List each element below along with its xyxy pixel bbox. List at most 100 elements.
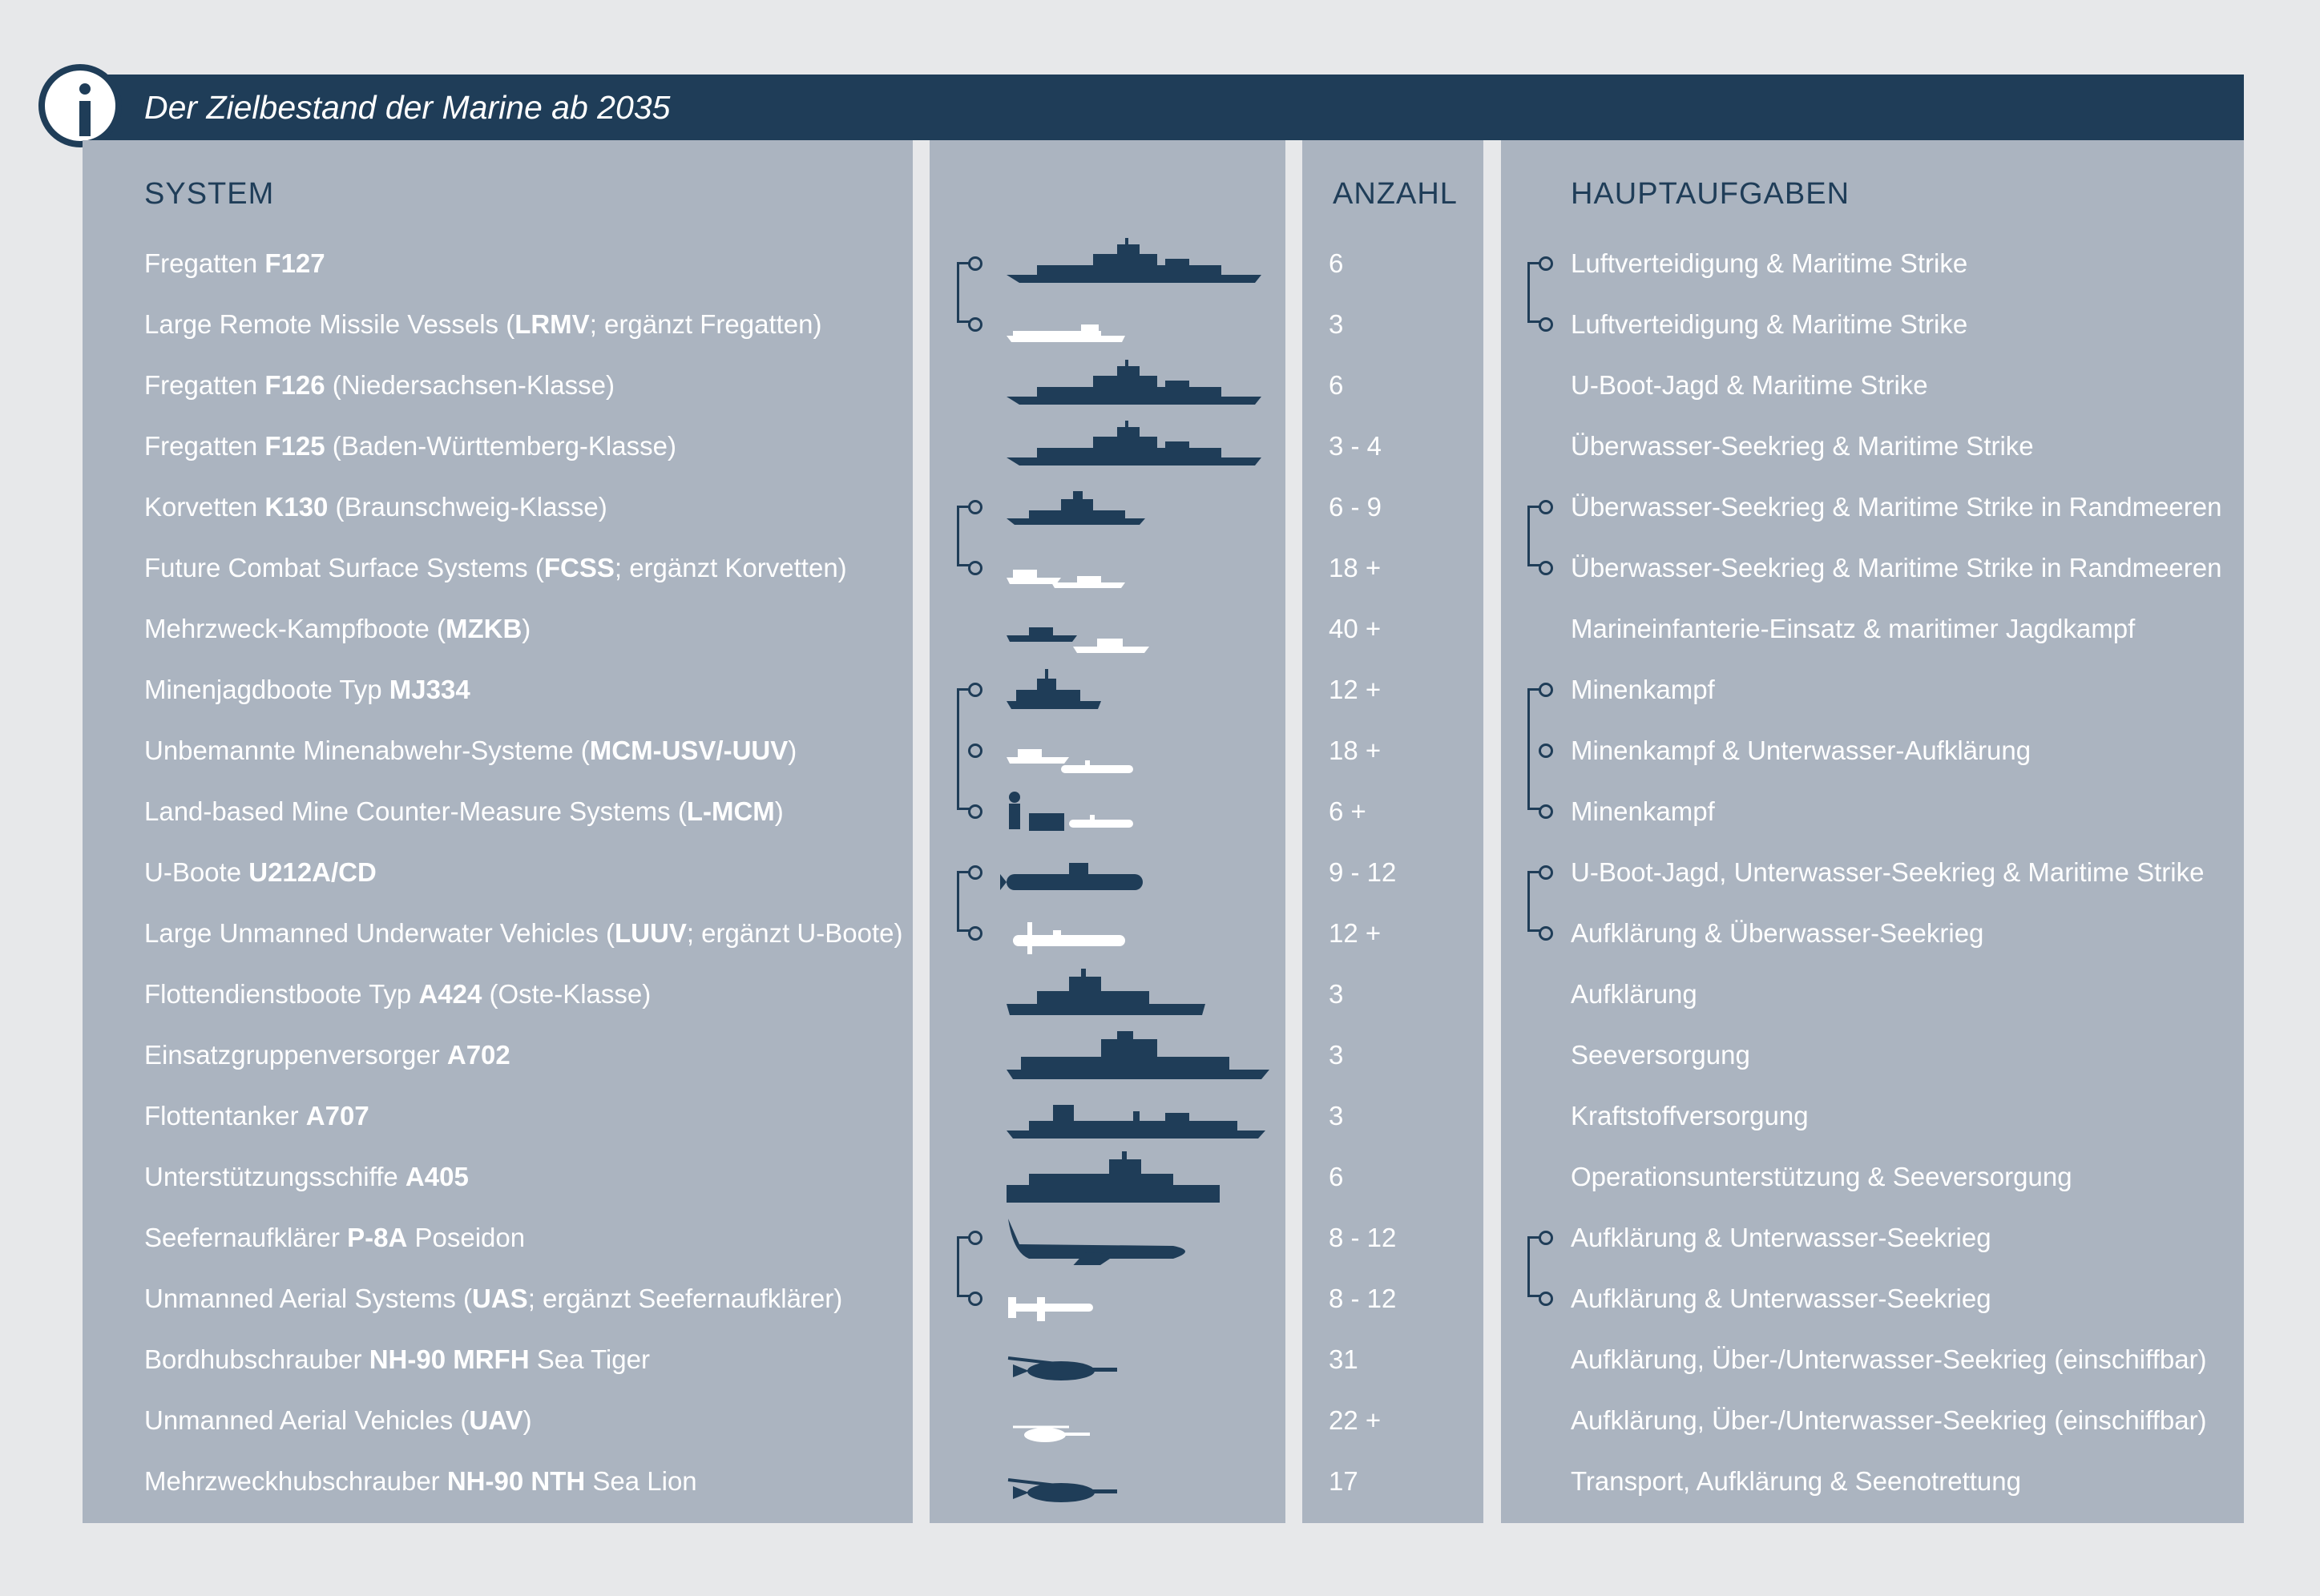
system-name-text: Future Combat Surface Systems ( — [144, 553, 544, 582]
system-designation: A702 — [446, 1040, 510, 1070]
count-value: 8 - 12 — [1329, 1223, 1397, 1252]
bracket-dot — [968, 561, 982, 575]
system-name-suffix: ) — [788, 736, 797, 765]
system-designation: LUUV — [615, 918, 687, 948]
frigate-icon — [1007, 421, 1261, 466]
system-name-suffix: ; ergänzt Fregatten) — [589, 309, 822, 339]
bracket-dot — [1539, 256, 1553, 271]
bracket-dot — [968, 1292, 982, 1306]
table-row: Future Combat Surface Systems (FCSS; erg… — [0, 538, 2320, 598]
system-designation: A424 — [418, 979, 482, 1009]
bracket-dot — [1539, 804, 1553, 819]
system-name: Large Remote Missile Vessels (LRMV; ergä… — [144, 294, 822, 355]
table-row: Mehrzweck-Kampfboote (MZKB) 40 + Marineinf… — [0, 598, 2320, 659]
system-name-text: Unmanned Aerial Systems ( — [144, 1284, 473, 1313]
main-task: Kraftstoffversorgung — [1571, 1101, 1809, 1130]
count-value: 6 - 9 — [1329, 492, 1382, 522]
system-name: Unterstützungsschiffe A405 — [144, 1147, 469, 1207]
system-name: Land-based Mine Counter-Measure Systems … — [144, 781, 784, 842]
bracket-dot — [1539, 744, 1553, 758]
count-value: 40 + — [1329, 614, 1382, 643]
info-icon — [38, 64, 122, 147]
main-task: Aufklärung, Über-/Unterwasser-Seekrieg (… — [1571, 1344, 2207, 1374]
tasks-column — [1501, 140, 2244, 1523]
bracket-dot — [1539, 865, 1553, 880]
system-name-suffix: ) — [774, 796, 784, 826]
system-designation: F125 — [264, 431, 325, 461]
system-name: Large Unmanned Underwater Vehicles (LUUV… — [144, 903, 902, 964]
main-task: Überwasser-Seekrieg & Maritime Strike in… — [1571, 492, 2222, 522]
system-name: Einsatzgruppenversorger A702 — [144, 1025, 510, 1086]
main-task: Überwasser-Seekrieg & Maritime Strike in… — [1571, 553, 2222, 582]
main-task: Minenkampf — [1571, 796, 1715, 826]
table-row: Fregatten F125 (Baden-Württemberg-Klasse… — [0, 416, 2320, 477]
system-name: Mehrzweck-Kampfboote (MZKB) — [144, 598, 531, 659]
system-name: Unbemannte Minenabwehr-Systeme (MCM-USV/… — [144, 720, 797, 781]
count-value: 8 - 12 — [1329, 1284, 1397, 1313]
main-task: Luftverteidigung & Maritime Strike — [1571, 309, 1968, 339]
system-designation: UAV — [469, 1405, 523, 1435]
main-task: Luftverteidigung & Maritime Strike — [1571, 248, 1968, 278]
main-task: Seeversorgung — [1571, 1040, 1750, 1070]
table-row: Bordhubschrauber NH-90 MRFH Sea Tiger 31 A… — [0, 1329, 2320, 1390]
system-name-text: Fregatten — [144, 248, 265, 278]
main-task: Operationsunterstützung & Seeversorgung — [1571, 1162, 2072, 1191]
system-name-text: Flottendienstboote Typ — [144, 979, 419, 1009]
submarine-icon — [1000, 863, 1143, 890]
table-row: Einsatzgruppenversorger A702 3 Seeversorgu… — [0, 1025, 2320, 1086]
system-name-text: U-Boote — [144, 857, 249, 887]
system-name: Fregatten F127 — [144, 233, 325, 294]
main-task: Aufklärung & Unterwasser-Seekrieg — [1571, 1284, 1991, 1313]
bracket-dot — [968, 926, 982, 941]
system-name-text: Unmanned Aerial Vehicles ( — [144, 1405, 470, 1435]
intel-ship-icon — [1007, 969, 1205, 1015]
table-row: Fregatten F127 6 Luftverteidigung & Mariti… — [0, 233, 2320, 294]
bracket-dot — [1539, 1292, 1553, 1306]
count-value: 3 — [1329, 1101, 1344, 1130]
unmanned-vessel-icon — [1007, 324, 1125, 342]
bracket-dot — [968, 804, 982, 819]
main-task: Transport, Aufklärung & Seenotrettung — [1571, 1466, 2021, 1496]
system-column — [83, 140, 913, 1523]
system-designation: MCM-USV/-UUV — [589, 736, 789, 765]
bracket-dot — [1539, 561, 1553, 575]
system-name-text: Fregatten — [144, 431, 265, 461]
system-designation: F126 — [264, 370, 325, 400]
bracket-dot — [968, 744, 982, 758]
system-name: Mehrzweckhubschrauber NH-90 NTH Sea Lion — [144, 1451, 697, 1512]
table-row: Seefernaufklärer P-8A Poseidon 8 - 12 Aufk… — [0, 1207, 2320, 1268]
table-row: Large Remote Missile Vessels (LRMV; ergä… — [0, 294, 2320, 355]
bracket-dot — [968, 500, 982, 514]
system-name: Fregatten F125 (Baden-Württemberg-Klasse… — [144, 416, 676, 477]
main-task: Aufklärung & Unterwasser-Seekrieg — [1571, 1223, 1991, 1252]
combat-boat-icon — [1007, 627, 1149, 653]
system-name-text: Mehrzweck-Kampfboote ( — [144, 614, 446, 643]
main-task: Überwasser-Seekrieg & Maritime Strike — [1571, 431, 2034, 461]
count-value: 18 + — [1329, 736, 1382, 765]
system-name: Unmanned Aerial Vehicles (UAV) — [144, 1390, 532, 1451]
system-designation: NH-90 NTH — [446, 1466, 586, 1496]
count-column — [1302, 140, 1483, 1523]
surface-drone-icon — [1007, 570, 1125, 588]
page-title: Der Zielbestand der Marine ab 2035 — [144, 89, 671, 126]
system-name: Bordhubschrauber NH-90 MRFH Sea Tiger — [144, 1329, 650, 1390]
system-name-suffix: ; ergänzt U-Boote) — [686, 918, 903, 948]
helicopter-icon — [1007, 1356, 1117, 1380]
count-value: 3 — [1329, 979, 1344, 1009]
system-name-suffix: ; ergänzt Seefernaufklärer) — [527, 1284, 843, 1313]
main-task: Marineinfanterie-Einsatz & maritimer Jag… — [1571, 614, 2136, 643]
system-name-suffix: ) — [522, 614, 531, 643]
system-name: Flottendienstboote Typ A424 (Oste-Klasse… — [144, 964, 651, 1025]
system-name-suffix: ; ergänzt Korvetten) — [614, 553, 847, 582]
system-name: Seefernaufklärer P-8A Poseidon — [144, 1207, 525, 1268]
system-name-text: Einsatzgruppenversorger — [144, 1040, 447, 1070]
frigate-icon — [1007, 238, 1261, 283]
table-row: Flottentanker A707 3 Kraftstoffversorgung — [0, 1086, 2320, 1147]
tanker-icon — [1007, 1105, 1265, 1139]
table-row: Unmanned Aerial Systems (UAS; ergänzt Se… — [0, 1268, 2320, 1329]
bracket-dot — [1539, 926, 1553, 941]
count-value: 6 + — [1329, 796, 1366, 826]
system-name-text: Large Remote Missile Vessels ( — [144, 309, 515, 339]
system-name-suffix: Sea Tiger — [529, 1344, 650, 1374]
table-row: Flottendienstboote Typ A424 (Oste-Klasse… — [0, 964, 2320, 1025]
